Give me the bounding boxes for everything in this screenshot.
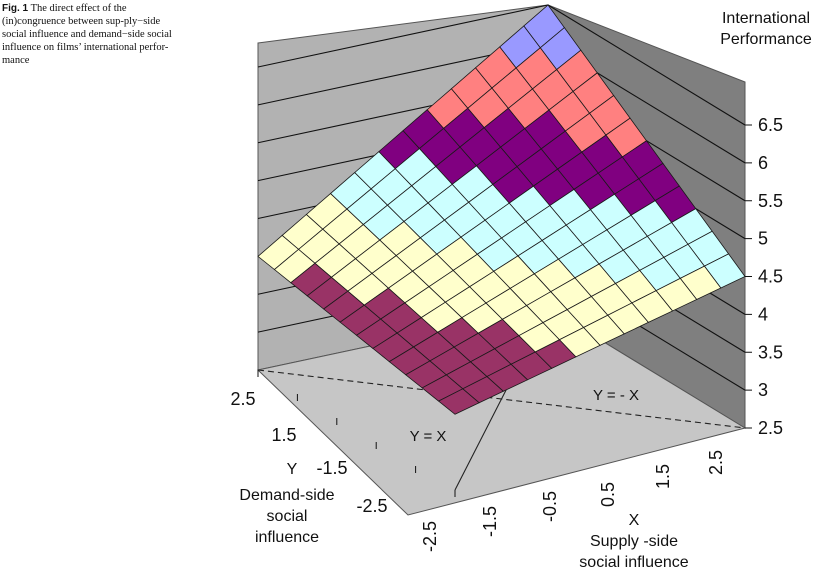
- y-axis-label-line1: Demand-side: [239, 487, 334, 504]
- x-axis-label-line2: social influence: [579, 554, 689, 571]
- line-label-y-equals-minus-x: Y = - X: [593, 387, 639, 404]
- z-tick-label: 5: [758, 229, 768, 249]
- z-tick-label: 6: [758, 153, 768, 173]
- z-tick-label: 5.5: [758, 191, 783, 211]
- x-tick-label: -2.5: [420, 521, 440, 552]
- y-axis-label-line3: influence: [255, 529, 319, 546]
- z-axis-label-line2: Performance: [720, 31, 812, 48]
- x-tick-label: 0.5: [598, 482, 618, 507]
- y-tick-label: 1.5: [271, 425, 296, 445]
- x-tick-label: -1.5: [480, 506, 500, 537]
- figure-label: Fig. 1: [2, 3, 29, 14]
- axis-tick-marks: [257, 124, 752, 497]
- surface-cell: [437, 388, 480, 415]
- y-tick-label: -2.5: [356, 496, 387, 516]
- z-axis-ticks: 6.5 6 5.5 5 4.5 4 3.5 3 2.5: [758, 115, 783, 438]
- x-axis-label-line1: Supply -side: [590, 533, 678, 550]
- z-tick-label: 3: [758, 380, 768, 400]
- line-y-equals-minus-x: [257, 369, 746, 429]
- x-axis-letter: X: [629, 512, 640, 529]
- line-label-y-equals-x: Y = X: [410, 428, 447, 445]
- z-tick-label: 4: [758, 304, 768, 324]
- figure-caption-text: The direct effect of the (in)congruence …: [2, 3, 172, 66]
- wall-gridline: [257, 4, 549, 68]
- z-tick-label: 6.5: [758, 115, 783, 135]
- y-axis-label-line2: social: [267, 508, 308, 525]
- z-tick-label: 4.5: [758, 267, 783, 287]
- y-axis-letter: Y: [287, 461, 298, 478]
- x-tick-label: 2.5: [706, 450, 726, 475]
- z-tick-label: 3.5: [758, 342, 783, 362]
- wall-gridline: [547, 4, 746, 126]
- response-surface: [257, 4, 746, 415]
- y-tick-label: -1.5: [316, 458, 347, 478]
- y-axis-ticks: 2.5 1.5 -1.5 -2.5: [230, 389, 387, 516]
- y-tick-label: 2.5: [230, 389, 255, 409]
- z-axis-label-line1: International: [722, 10, 810, 27]
- x-axis-ticks: -2.5 -1.5 -0.5 0.5 1.5 2.5: [420, 450, 726, 552]
- figure-caption: Fig. 1 The direct effect of the (in)cong…: [2, 2, 174, 67]
- x-tick-label: 1.5: [653, 464, 673, 489]
- z-tick-label: 2.5: [758, 418, 783, 438]
- x-tick-label: -0.5: [540, 491, 560, 522]
